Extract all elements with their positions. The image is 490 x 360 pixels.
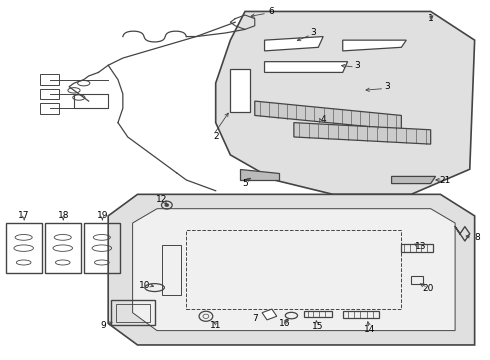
Text: 17: 17 (19, 211, 30, 220)
Bar (401, 244, 433, 252)
Text: 3: 3 (384, 82, 390, 91)
Polygon shape (255, 101, 401, 130)
Polygon shape (294, 123, 431, 144)
Text: 10: 10 (139, 281, 150, 290)
Text: 18: 18 (57, 211, 69, 220)
Polygon shape (240, 169, 279, 180)
Text: 21: 21 (440, 176, 451, 185)
Text: 14: 14 (364, 325, 375, 334)
Text: 6: 6 (269, 7, 274, 16)
Bar (84, 223, 121, 273)
Bar (40, 103, 59, 114)
Polygon shape (230, 69, 250, 112)
Polygon shape (216, 12, 475, 194)
Text: 3: 3 (311, 28, 316, 37)
Bar (111, 300, 155, 325)
Bar (186, 230, 401, 309)
Bar (40, 89, 59, 99)
Polygon shape (265, 37, 323, 51)
Text: 1: 1 (428, 14, 434, 23)
Text: 19: 19 (97, 211, 108, 220)
Polygon shape (265, 62, 347, 72)
Bar (116, 304, 150, 321)
Ellipse shape (165, 204, 169, 207)
Polygon shape (108, 194, 475, 345)
Polygon shape (262, 309, 277, 320)
Text: 4: 4 (320, 114, 326, 123)
Text: 8: 8 (474, 233, 480, 242)
Text: 16: 16 (279, 319, 291, 328)
Polygon shape (343, 40, 406, 51)
Text: 12: 12 (156, 195, 168, 204)
Text: 5: 5 (242, 179, 248, 188)
Text: 11: 11 (210, 321, 221, 330)
Bar (343, 311, 379, 318)
Bar (162, 244, 181, 295)
Polygon shape (392, 176, 436, 184)
Bar (411, 276, 423, 284)
Bar (304, 311, 332, 317)
Text: 13: 13 (415, 242, 427, 251)
Text: 2: 2 (213, 132, 219, 141)
Text: 3: 3 (354, 61, 360, 70)
Text: 15: 15 (312, 322, 323, 331)
Text: 9: 9 (100, 321, 106, 330)
Bar (5, 223, 42, 273)
Bar (74, 94, 108, 108)
Text: 7: 7 (252, 314, 258, 323)
Polygon shape (133, 209, 455, 330)
Bar (45, 223, 81, 273)
Text: 20: 20 (422, 284, 434, 293)
Bar (40, 74, 59, 85)
